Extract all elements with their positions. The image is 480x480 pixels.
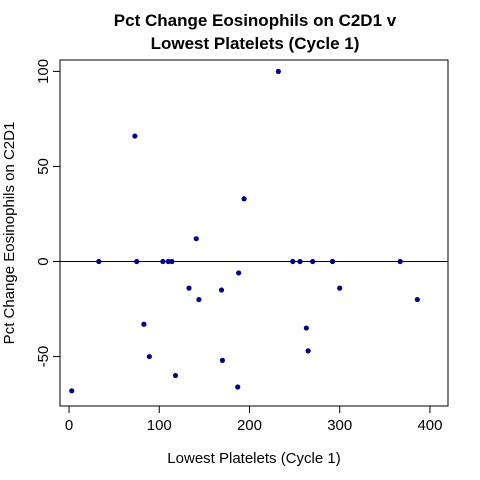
data-point <box>297 258 303 265</box>
data-point <box>305 348 311 354</box>
data-point <box>235 384 241 390</box>
chart-title-line-2: Lowest Platelets (Cycle 1) <box>151 34 360 53</box>
data-point <box>141 321 147 327</box>
data-point <box>160 258 166 265</box>
x-tick-label: 300 <box>327 417 352 434</box>
y-tick-label: 50 <box>35 158 52 175</box>
data-point <box>303 325 309 331</box>
data-point <box>96 258 102 265</box>
data-point <box>193 236 199 242</box>
data-point <box>165 258 171 265</box>
data-point <box>196 296 202 303</box>
data-point <box>310 258 316 265</box>
x-tick-label: 400 <box>417 417 442 434</box>
data-point <box>134 258 140 265</box>
data-point <box>169 258 175 265</box>
data-point <box>329 258 336 265</box>
data-point <box>236 270 242 276</box>
data-point <box>275 68 281 75</box>
chart-title-line-1: Pct Change Eosinophils on C2D1 v <box>114 11 397 30</box>
x-tick-label: 200 <box>237 417 262 434</box>
data-point <box>146 353 152 360</box>
y-axis-label: Pct Change Eosinophils on C2D1 <box>1 122 18 345</box>
y-tick-label: 100 <box>35 59 52 84</box>
y-tick-label: 0 <box>35 257 52 265</box>
data-point <box>397 258 403 265</box>
plot-frame <box>59 59 449 407</box>
data-point <box>219 357 226 363</box>
data-point <box>132 133 138 139</box>
data-point <box>290 258 296 265</box>
y-tick-label: -50 <box>35 346 52 368</box>
data-point <box>241 196 247 202</box>
data-point <box>337 285 343 291</box>
data-point <box>218 287 225 293</box>
x-tick-label: 0 <box>65 417 73 434</box>
data-point <box>172 372 179 379</box>
data-point <box>69 388 75 394</box>
x-tick-label: 100 <box>147 417 172 434</box>
data-point <box>186 285 192 291</box>
data-point <box>414 296 420 303</box>
x-axis-label: Lowest Platelets (Cycle 1) <box>167 450 340 467</box>
